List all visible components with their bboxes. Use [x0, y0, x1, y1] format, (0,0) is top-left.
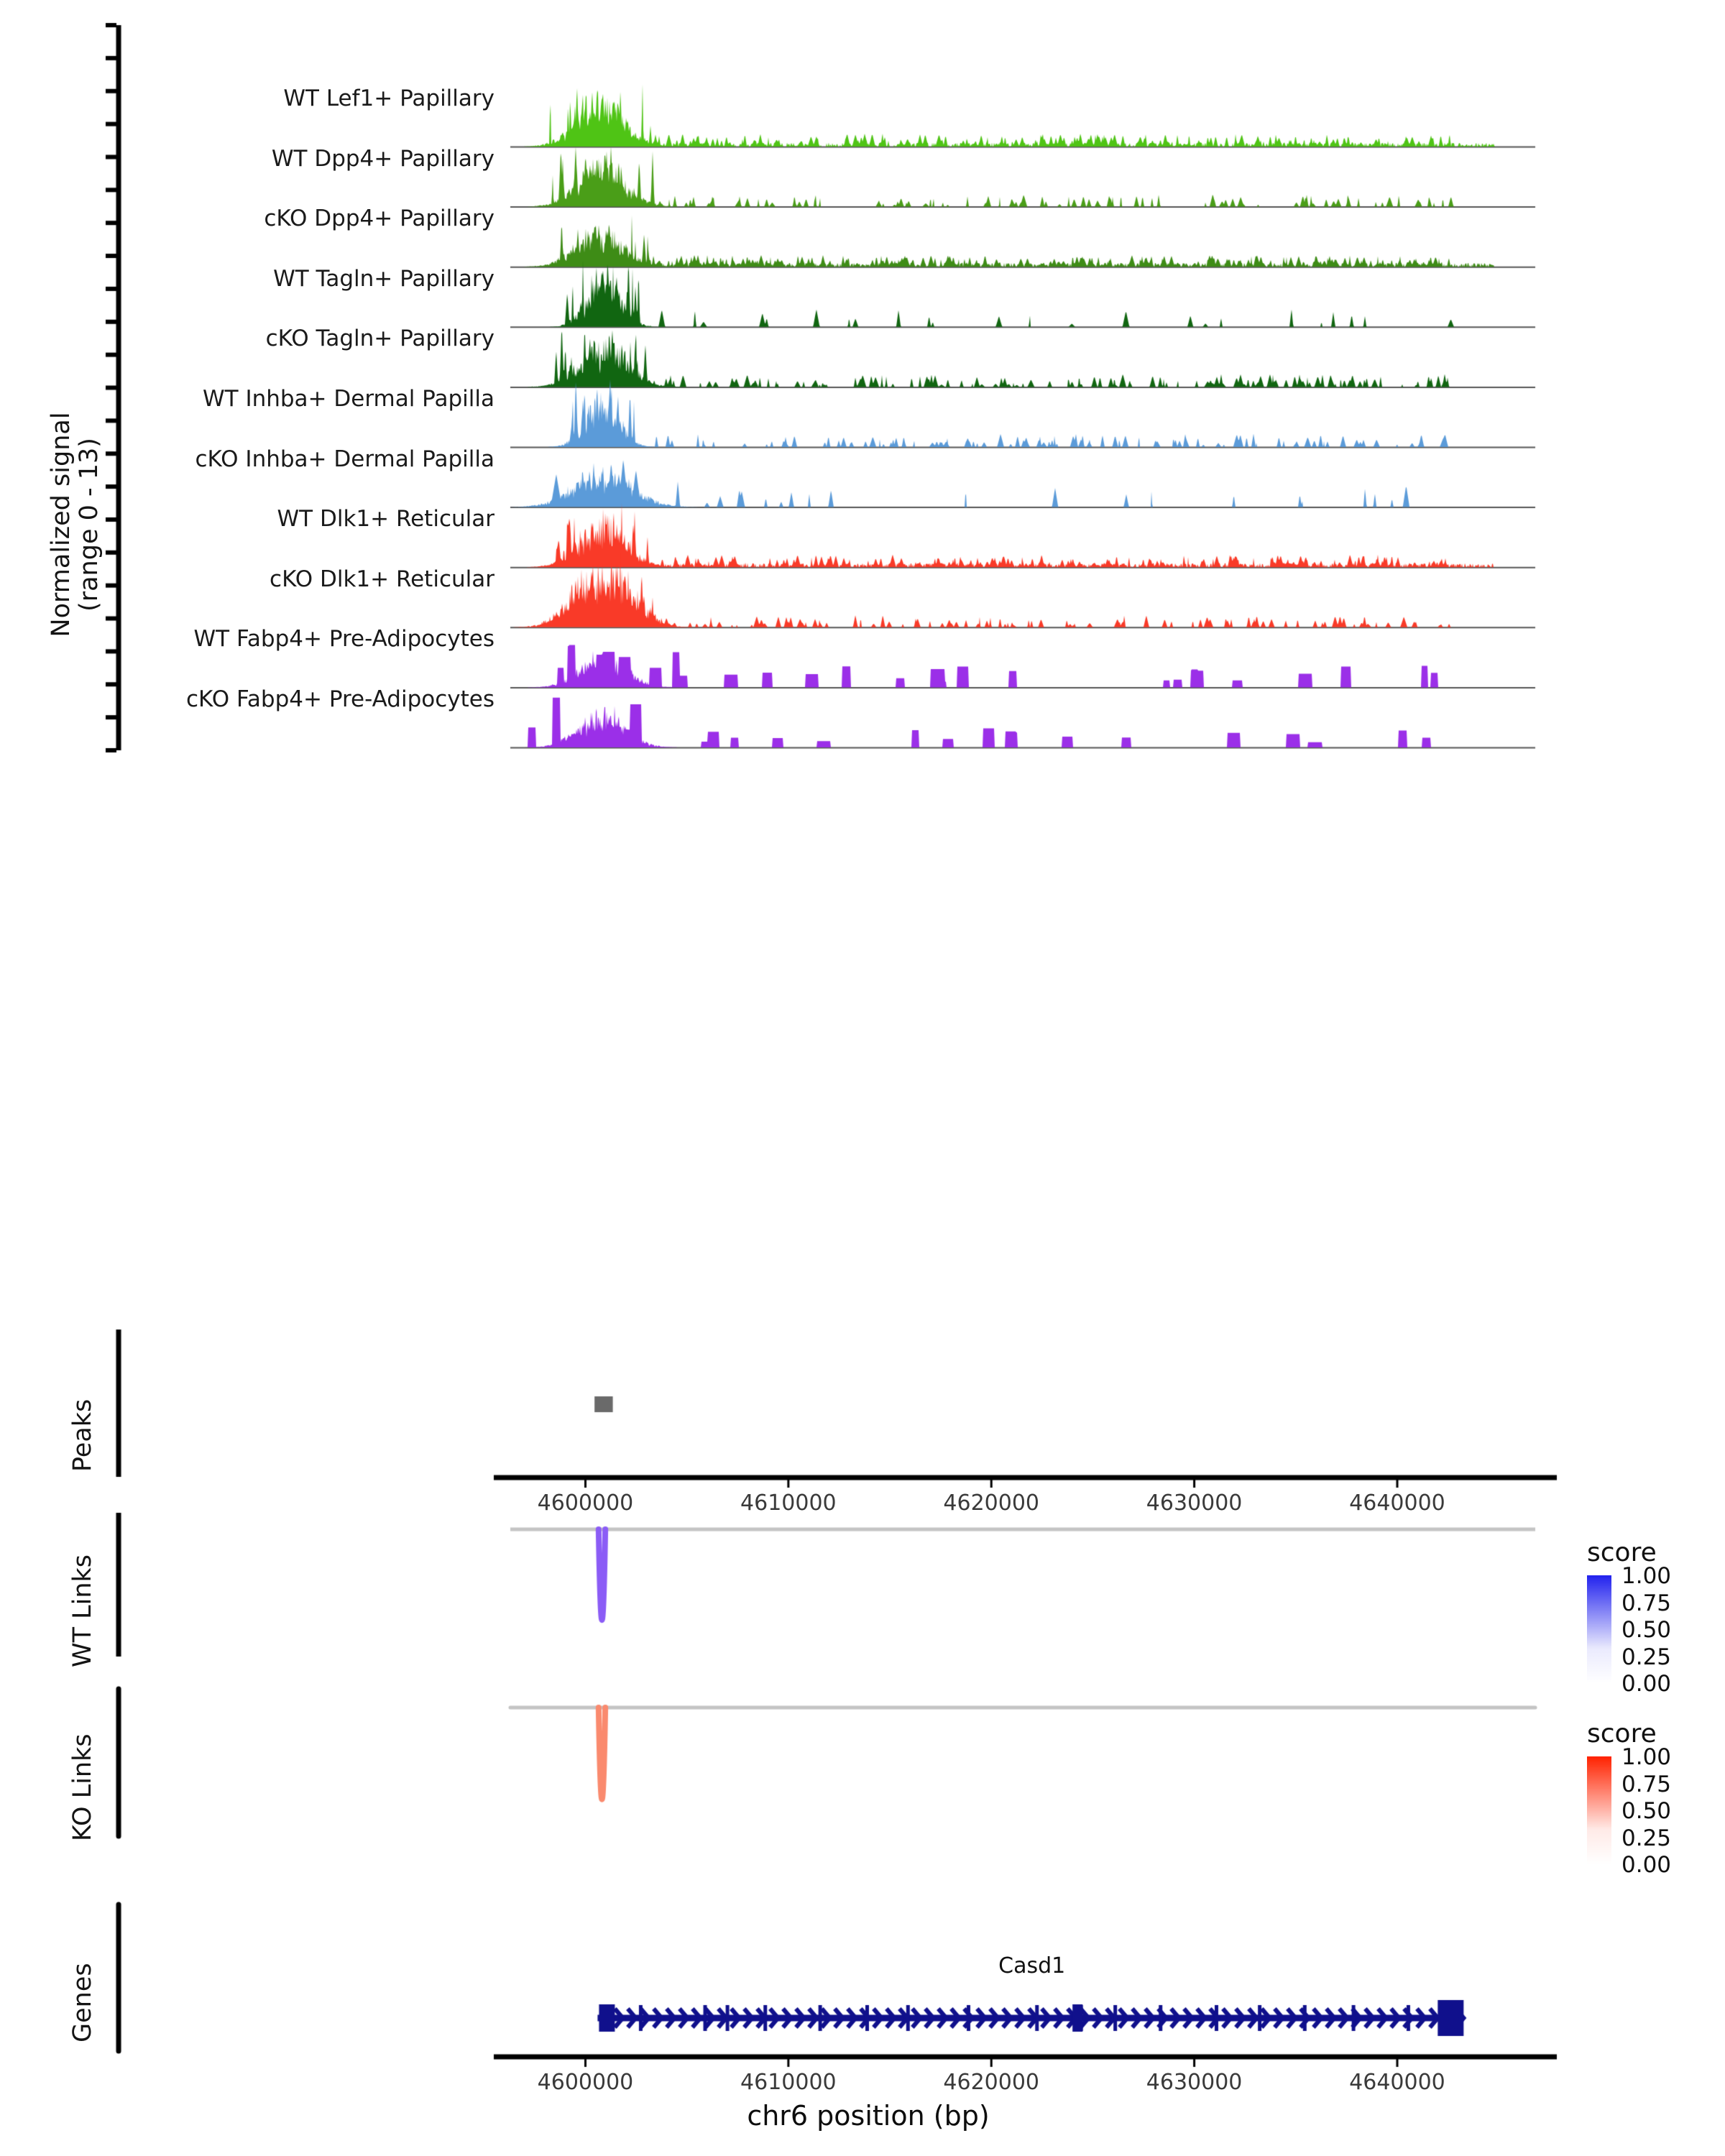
track-label-5: cKO Tagln+ Papillary: [265, 326, 494, 352]
legend-tick-ko-links-legend-0: 1.00: [1622, 1744, 1672, 1770]
x-tick-label-top-2: 4620000: [943, 1491, 1040, 1516]
x-tick-label-bottom-0: 4600000: [537, 2070, 634, 2095]
track-label-2: WT Dpp4+ Papillary: [271, 145, 494, 172]
track-label-11: cKO Fabp4+ Pre-Adipocytes: [186, 686, 494, 712]
legend-colorbar-wt-links-legend: [1587, 1575, 1611, 1683]
legend-tick-ko-links-legend-2: 0.50: [1622, 1798, 1672, 1824]
legend-tick-wt-links-legend-0: 1.00: [1622, 1563, 1672, 1589]
ko-links-section-label: KO Links: [68, 1733, 97, 1841]
x-tick-label-top-0: 4600000: [537, 1491, 634, 1516]
x-tick-label-bottom-3: 4630000: [1146, 2070, 1243, 2095]
track-label-6: WT Inhba+ Dermal Papilla: [203, 386, 494, 412]
x-tick-label-bottom-1: 4610000: [740, 2070, 837, 2095]
y-axis-label-line1: Normalized signal: [47, 412, 75, 637]
legend-tick-wt-links-legend-1: 0.75: [1622, 1590, 1672, 1616]
peaks-section-label: Peaks: [68, 1399, 97, 1472]
track-label-8: WT Dlk1+ Reticular: [277, 506, 494, 533]
x-tick-label-bottom-4: 4640000: [1349, 2070, 1445, 2095]
legend-tick-wt-links-legend-3: 0.25: [1622, 1644, 1672, 1670]
genes-section-label: Genes: [68, 1963, 97, 2042]
x-axis-title: chr6 position (bp): [747, 2100, 990, 2132]
x-tick-label-top-4: 4640000: [1349, 1491, 1445, 1516]
legend-title-ko-links-legend: score: [1587, 1719, 1657, 1749]
legend-tick-ko-links-legend-4: 0.00: [1622, 1852, 1672, 1878]
legend-colorbar-ko-links-legend: [1587, 1756, 1611, 1864]
track-label-9: cKO Dlk1+ Reticular: [270, 566, 494, 592]
legend-tick-wt-links-legend-2: 0.50: [1622, 1617, 1672, 1643]
gene-label-casd1: Casd1: [998, 1953, 1066, 1978]
x-tick-label-bottom-2: 4620000: [943, 2070, 1040, 2095]
x-tick-label-top-1: 4610000: [740, 1491, 837, 1516]
y-axis-label: Normalized signal (range 0 - 13): [47, 201, 104, 848]
y-axis-label-line2: (range 0 - 13): [75, 438, 104, 612]
track-label-1: WT Lef1+ Papillary: [283, 86, 494, 111]
legend-tick-wt-links-legend-4: 0.00: [1622, 1671, 1672, 1697]
legend-tick-ko-links-legend-1: 0.75: [1622, 1771, 1672, 1797]
legend-tick-ko-links-legend-3: 0.25: [1622, 1825, 1672, 1851]
track-label-7: cKO Inhba+ Dermal Papilla: [195, 446, 495, 472]
track-label-4: WT Tagln+ Papillary: [273, 265, 494, 292]
track-label-10: WT Fabp4+ Pre-Adipocytes: [193, 626, 495, 653]
x-tick-label-top-3: 4630000: [1146, 1491, 1243, 1516]
track-label-3: cKO Dpp4+ Papillary: [264, 206, 494, 232]
wt-links-section-label: WT Links: [68, 1554, 97, 1667]
legend-title-wt-links-legend: score: [1587, 1538, 1657, 1567]
